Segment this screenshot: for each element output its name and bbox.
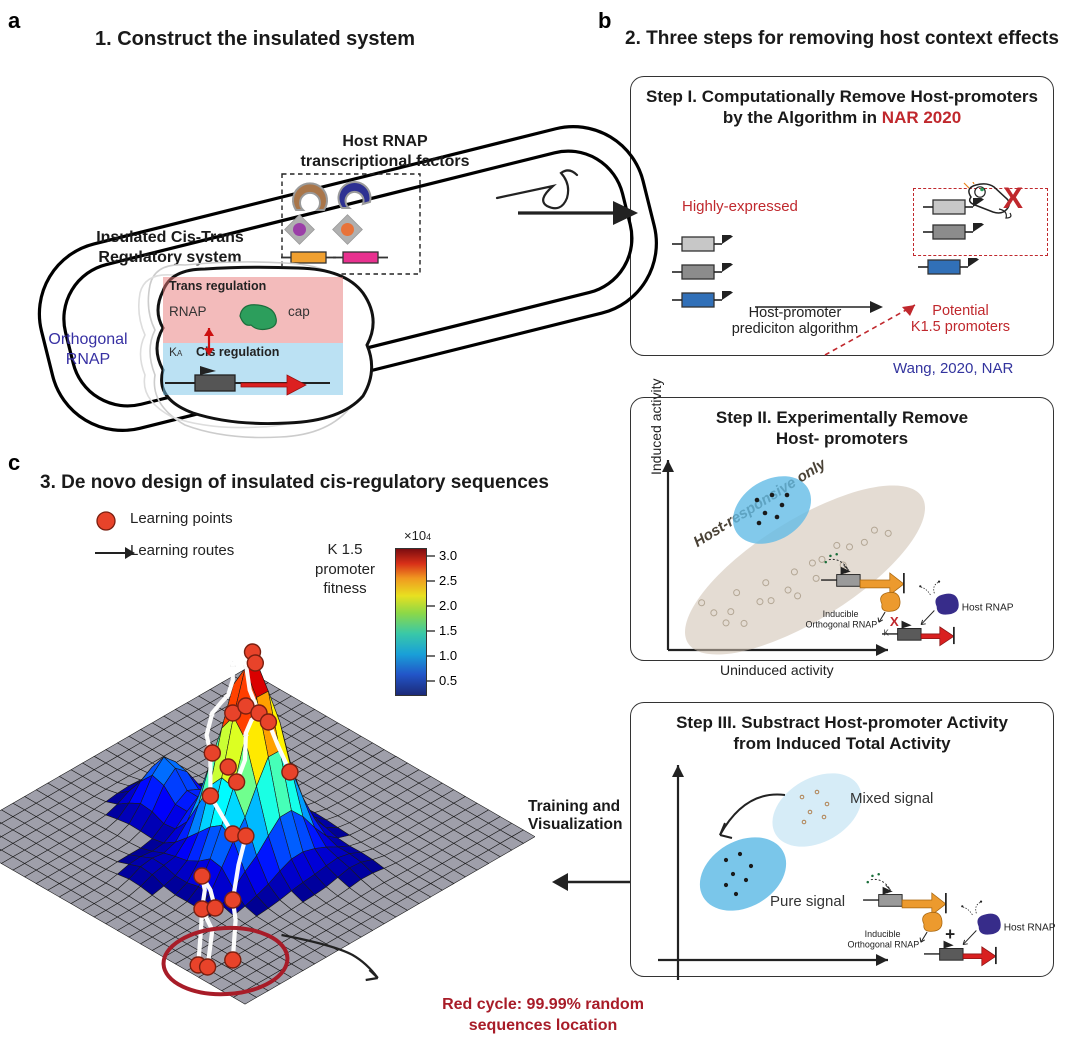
svg-text:Orthogonal RNAP: Orthogonal RNAP bbox=[847, 940, 919, 950]
svg-text:Host RNAP: Host RNAP bbox=[1004, 923, 1056, 934]
svg-text:Orthogonal RNAP: Orthogonal RNAP bbox=[805, 620, 877, 630]
svg-text:Inducible: Inducible bbox=[823, 609, 859, 619]
svg-text:K: K bbox=[884, 629, 890, 638]
svg-text:X: X bbox=[890, 614, 899, 629]
svg-text:+: + bbox=[945, 924, 955, 944]
svg-text:Inducible: Inducible bbox=[865, 929, 901, 939]
svg-text:Host RNAP: Host RNAP bbox=[962, 603, 1014, 614]
